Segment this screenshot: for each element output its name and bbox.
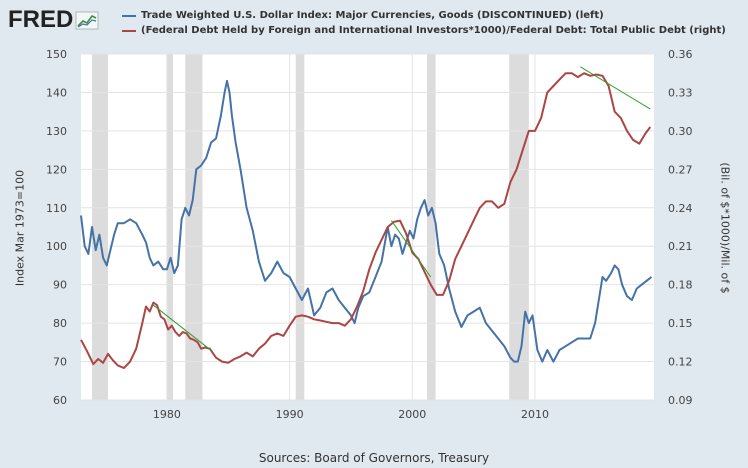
recession-band [427,54,436,400]
y-right-tick-label: 0.18 [668,279,693,292]
fred-logo[interactable]: FRED [8,6,99,34]
recession-band [166,54,174,400]
plot-area [81,54,654,400]
legend-entry-dollar-index[interactable]: Trade Weighted U.S. Dollar Index: Major … [122,8,726,23]
recession-band [92,54,108,400]
legend-swatch-foreign-debt-share [122,29,136,32]
y-left-tick-label: 110 [46,202,67,215]
y-axis-right-label: (Bil. of $*1000)/Mil. of $ [718,162,732,294]
x-tick-label: 1990 [276,408,304,421]
y-right-tick-label: 0.15 [668,317,693,330]
y-axis-left-label: Index Mar 1973=100 [13,169,27,287]
y-right-tick-label: 0.24 [668,202,693,215]
recession-band [509,54,529,400]
fred-chart-logo-icon [75,11,99,30]
series-line-dollar-index [80,79,653,363]
y-left-tick-label: 150 [46,48,67,61]
brand-name: FRED [8,6,74,33]
series-line-foreign-debt-share [80,72,652,369]
legend-label-dollar-index: Trade Weighted U.S. Dollar Index: Major … [141,10,604,21]
legend-entry-foreign-debt-share[interactable]: (Federal Debt Held by Foreign and Intern… [122,23,726,38]
y-left-tick-label: 80 [53,317,67,330]
y-left-tick-label: 90 [53,279,67,292]
x-tick-label: 2010 [521,408,549,421]
y-right-tick-label: 0.30 [668,125,693,138]
trendline-annotation [580,66,651,110]
source-note: Sources: Board of Governors, Treasury [258,451,490,465]
trendline-annotation [153,304,213,352]
y-right-tick-label: 0.33 [668,86,693,99]
y-left-tick-label: 100 [46,240,67,253]
recession-band [295,54,305,400]
y-right-tick-label: 0.09 [668,394,693,407]
x-tick-label: 1980 [153,408,181,421]
y-right-tick-label: 0.36 [668,48,693,61]
y-left-tick-label: 120 [46,163,67,176]
y-right-tick-label: 0.12 [668,356,693,369]
legend-label-foreign-debt-share: (Federal Debt Held by Foreign and Intern… [141,25,726,36]
y-left-tick-label: 60 [53,394,67,407]
y-right-tick-label: 0.21 [668,240,693,253]
y-left-tick-label: 140 [46,86,67,99]
y-left-tick-label: 130 [46,125,67,138]
y-left-tick-label: 70 [53,356,67,369]
recession-band [185,54,203,400]
chart-legend: Trade Weighted U.S. Dollar Index: Major … [122,8,726,38]
x-tick-label: 2000 [398,408,426,421]
trendline-annotation [391,220,432,278]
y-right-tick-label: 0.27 [668,163,693,176]
legend-swatch-dollar-index [122,14,136,17]
